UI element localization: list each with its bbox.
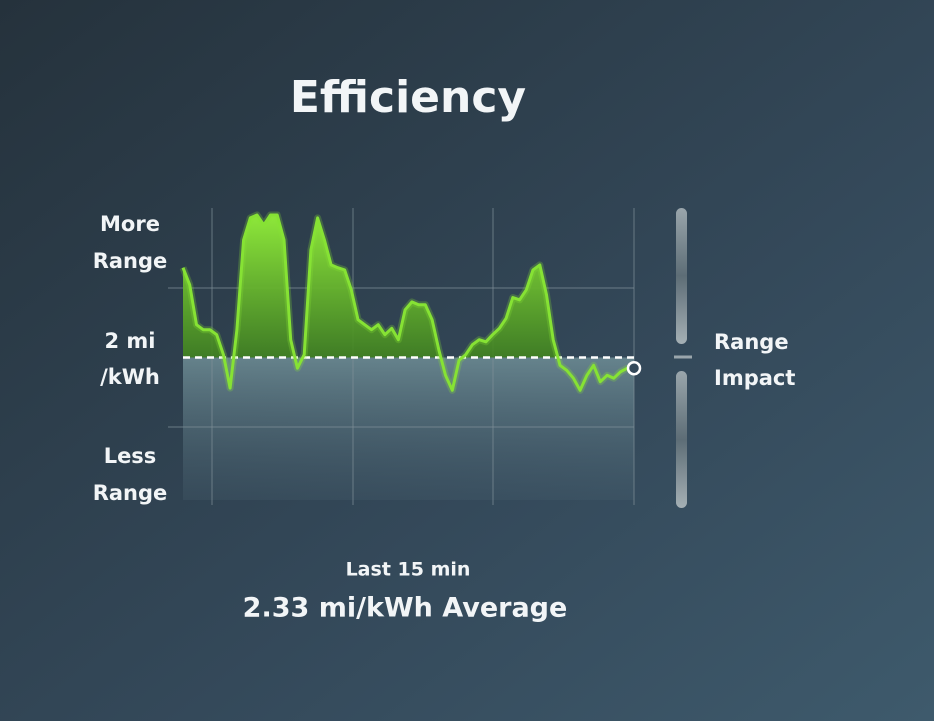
title: Efficiency <box>290 72 526 123</box>
slider-track <box>676 371 687 508</box>
upper-label: More <box>100 212 160 236</box>
current-point <box>626 360 642 376</box>
lower-label: Less <box>104 444 157 468</box>
reference-label: 2 mi <box>104 329 155 353</box>
lower-fill <box>183 357 634 500</box>
period: Last 15 min <box>346 559 471 581</box>
plot <box>168 208 642 505</box>
upper-label: Range <box>93 249 168 273</box>
average: 2.33 mi/kWh Average <box>243 593 568 624</box>
reference-label: /kWh <box>100 365 160 389</box>
area <box>183 215 634 358</box>
lower-label: Range <box>93 481 168 505</box>
slider-track <box>676 208 687 344</box>
side-label: Impact <box>714 366 795 390</box>
line <box>181 213 634 392</box>
side-label: Range <box>714 330 789 354</box>
